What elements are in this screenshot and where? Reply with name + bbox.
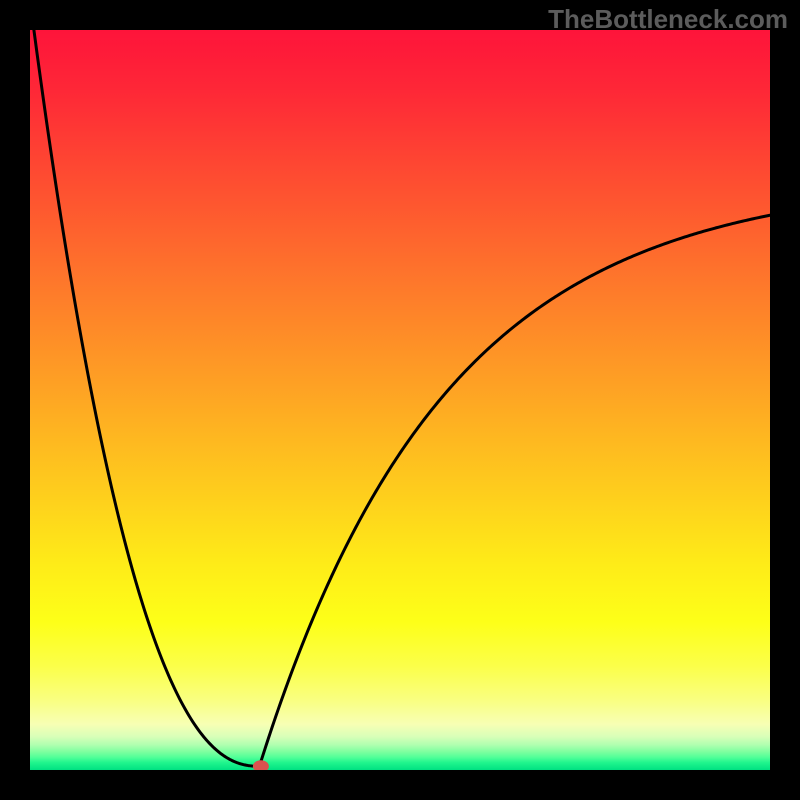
bottleneck-chart	[30, 30, 770, 770]
gradient-background	[30, 30, 770, 770]
chart-svg	[30, 30, 770, 770]
watermark-text: TheBottleneck.com	[548, 4, 788, 35]
